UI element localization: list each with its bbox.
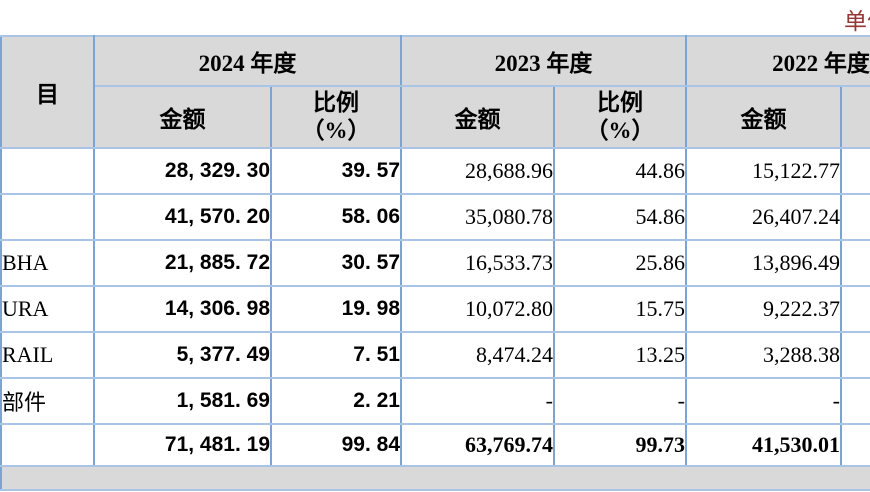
cell-2024-amount: 21, 885. 72 [93,239,272,287]
cell-2024-ratio-total: 99. 84 [270,423,402,467]
cell-2023-ratio: 13.25 [553,331,687,379]
header-year-row: 目 2024 年度 2023 年度 2022 年度 [0,35,870,149]
header-year-2023: 2023 年度 [400,35,687,87]
header-ratio-line2: （%） [585,118,655,143]
header-ratio-line2: （%） [301,118,371,143]
header-ratio-2023: 比例 （%） [553,85,687,149]
cell-2023-ratio: - [553,377,687,425]
cell-2022-amount: 9,222.37 [685,285,842,333]
cell-2022-amount: - [685,377,842,425]
clipped-next-row [0,465,870,491]
cell-2024-ratio: 39. 57 [270,147,402,195]
row-label: URA [0,285,95,333]
header-ratio-2022-clipped [840,85,870,149]
row-label [0,423,95,467]
table-row: 部件 1, 581. 69 2. 21 - - - [0,377,870,425]
cell-2023-amount-total: 63,769.74 [400,423,555,467]
header-amount-2024: 金额 [93,85,272,149]
cell-2024-amount: 14, 306. 98 [93,285,272,333]
cell-2022-amount: 13,896.49 [685,239,842,287]
row-label: 部件 [0,377,95,425]
cell-2023-ratio-total: 99.73 [553,423,687,467]
header-ratio-line1: 比例 [313,89,359,115]
table-row: URA 14, 306. 98 19. 98 10,072.80 15.75 9… [0,285,870,333]
cell-2022-ratio-clipped [840,377,870,425]
cell-2023-amount: 28,688.96 [400,147,555,195]
cell-2023-amount: 16,533.73 [400,239,555,287]
header-subrow: 金额 比例 （%） 金额 比例 （%） 金额 [1,85,870,149]
cell-2022-amount-total: 41,530.01 [685,423,842,467]
cell-2024-amount-total: 71, 481. 19 [93,423,272,467]
table-total-row: 71, 481. 19 99. 84 63,769.74 99.73 41,53… [0,423,870,467]
cell-2022-amount: 15,122.77 [685,147,842,195]
row-label: RAIL [0,331,95,379]
row-label [0,147,95,195]
cell-2022-ratio-clipped [840,285,870,333]
cell-2024-ratio: 2. 21 [270,377,402,425]
header-amount-2022: 金额 [685,85,842,149]
cell-2024-amount: 1, 581. 69 [93,377,272,425]
table-row: 41, 570. 20 58. 06 35,080.78 54.86 26,40… [0,193,870,241]
cell-2024-amount: 41, 570. 20 [93,193,272,241]
cell-2022-amount: 26,407.24 [685,193,842,241]
cell-2024-ratio: 58. 06 [270,193,402,241]
row-label [0,193,95,241]
cell-2024-amount: 5, 377. 49 [93,331,272,379]
unit-note: 单位 [844,9,870,34]
row-label: BHA [0,239,95,287]
cell-2022-ratio-clipped [840,239,870,287]
financial-table: 目 2024 年度 2023 年度 2022 年度 金额 比例 （%） 金额 比… [0,35,870,491]
cell-2024-amount: 28, 329. 30 [93,147,272,195]
cell-2022-ratio-clipped [840,147,870,195]
clipped-gray-strip [0,465,870,491]
header-item-label: 目 [0,35,95,149]
cell-2023-ratio: 44.86 [553,147,687,195]
header-ratio-line1: 比例 [597,89,643,115]
cell-2023-amount: 10,072.80 [400,285,555,333]
header-year-2022: 2022 年度 [685,35,870,87]
cell-2023-amount: 8,474.24 [400,331,555,379]
table-row: 28, 329. 30 39. 57 28,688.96 44.86 15,12… [0,147,870,195]
cell-2023-ratio: 25.86 [553,239,687,287]
cell-2022-ratio-clipped [840,423,870,467]
header-amount-2023: 金额 [400,85,555,149]
header-year-2024: 2024 年度 [93,35,402,87]
cell-2024-ratio: 30. 57 [270,239,402,287]
cell-2023-amount: 35,080.78 [400,193,555,241]
cell-2023-ratio: 54.86 [553,193,687,241]
table-row: RAIL 5, 377. 49 7. 51 8,474.24 13.25 3,2… [0,331,870,379]
cell-2022-ratio-clipped [840,193,870,241]
cell-2024-ratio: 7. 51 [270,331,402,379]
cell-2023-ratio: 15.75 [553,285,687,333]
cell-2022-amount: 3,288.38 [685,331,842,379]
cell-2023-amount: - [400,377,555,425]
cell-2022-ratio-clipped [840,331,870,379]
header-ratio-2024: 比例 （%） [270,85,402,149]
table-row: BHA 21, 885. 72 30. 57 16,533.73 25.86 1… [0,239,870,287]
cell-2024-ratio: 19. 98 [270,285,402,333]
